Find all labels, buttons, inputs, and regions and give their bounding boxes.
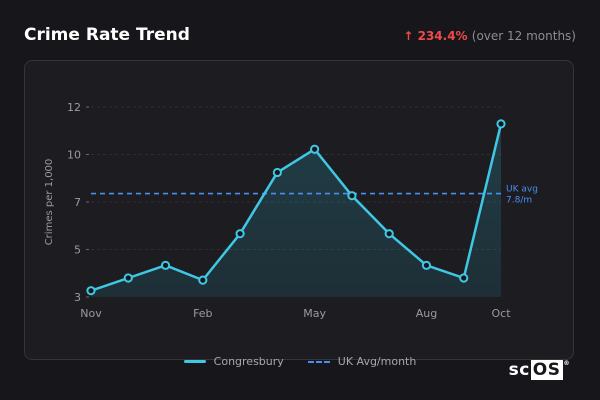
y-axis-label: Crimes per 1,000	[44, 159, 55, 246]
area-fill-layer	[91, 123, 501, 297]
chart-title: Crime Rate Trend	[24, 25, 190, 45]
logo-registered-mark: ®	[563, 360, 570, 367]
x-tick-label: Feb	[193, 307, 212, 320]
y-tick-label: 10	[67, 149, 81, 162]
series-line-layer	[90, 123, 503, 292]
y-tick-label: 5	[74, 244, 81, 257]
data-point	[235, 229, 245, 239]
data-point	[198, 275, 208, 285]
brand-logo: sc OS ®	[509, 360, 570, 380]
x-tick-label: May	[303, 307, 326, 320]
x-tick-label: Oct	[491, 307, 511, 320]
reference-label-line2: 7.8/m	[506, 196, 532, 206]
data-point	[459, 273, 469, 283]
legend-item-uk-avg[interactable]: UK Avg/month	[307, 355, 417, 368]
data-point	[310, 144, 320, 154]
logo-boxed-text: OS	[530, 360, 563, 380]
axis-ticks: 3 5 7 10 12 Nov Feb May Aug Oct	[67, 101, 511, 320]
data-point	[384, 229, 394, 239]
x-tick-label: Nov	[80, 307, 102, 320]
legend-swatch-dashed	[307, 360, 330, 363]
legend-swatch-solid	[183, 360, 206, 363]
series-area-fill	[91, 123, 501, 297]
data-point	[86, 286, 96, 296]
data-point	[421, 260, 432, 270]
y-tick-label: 7	[74, 196, 81, 209]
data-points	[86, 119, 506, 296]
data-point	[123, 273, 133, 283]
trend-change: ↑ 234.4% (over 12 months)	[403, 29, 576, 43]
series-line-congresbury	[90, 123, 503, 292]
data-point	[160, 260, 171, 270]
trend-arrow-icon: ↑	[403, 29, 414, 43]
trend-change-value: ↑ 234.4%	[403, 29, 471, 43]
chart-legend: Congresbury UK Avg/month	[0, 355, 600, 368]
y-tick-label: 3	[74, 291, 81, 304]
data-point	[272, 167, 282, 178]
logo-text: sc	[508, 360, 530, 380]
data-point	[496, 119, 506, 129]
x-tick-label: Aug	[416, 307, 437, 320]
legend-item-congresbury[interactable]: Congresbury	[183, 355, 284, 368]
data-point	[347, 191, 357, 201]
y-tick-label: 12	[67, 101, 81, 114]
legend-label-reference: UK Avg/month	[337, 355, 417, 368]
legend-label-series: Congresbury	[213, 355, 284, 368]
trend-percent: 234.4%	[417, 29, 468, 43]
reference-label-line1: UK avg	[506, 185, 538, 195]
trend-period: (over 12 months)	[471, 29, 576, 43]
